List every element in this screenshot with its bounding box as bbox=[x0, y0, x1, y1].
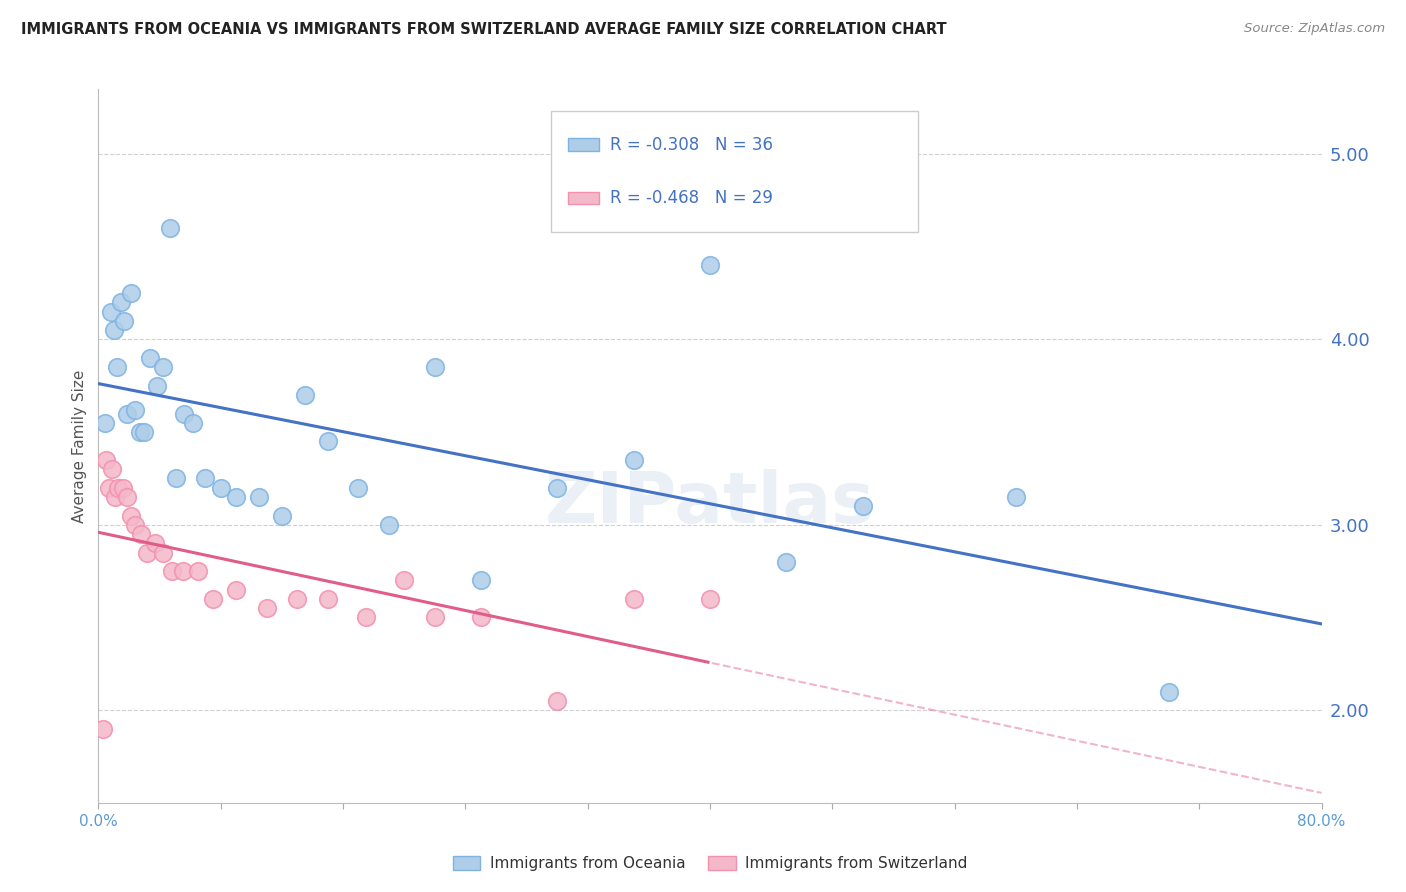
Point bbox=[623, 591, 645, 606]
Point bbox=[172, 564, 194, 578]
Point bbox=[209, 481, 232, 495]
Text: ZIPatlas: ZIPatlas bbox=[546, 468, 875, 538]
Point bbox=[128, 425, 150, 439]
Point bbox=[117, 407, 139, 421]
Point bbox=[143, 536, 166, 550]
Point bbox=[852, 500, 875, 514]
Point bbox=[103, 323, 125, 337]
Point bbox=[546, 694, 568, 708]
Point bbox=[347, 481, 370, 495]
Point bbox=[117, 490, 139, 504]
Point bbox=[145, 378, 167, 392]
Point bbox=[94, 453, 117, 467]
Point bbox=[194, 471, 217, 485]
Point bbox=[378, 517, 401, 532]
Point bbox=[152, 545, 174, 559]
Point bbox=[112, 314, 135, 328]
Point bbox=[105, 360, 128, 375]
Point bbox=[470, 574, 492, 588]
Point bbox=[181, 416, 204, 430]
Point bbox=[256, 601, 278, 615]
Point bbox=[107, 481, 129, 495]
Point bbox=[93, 416, 115, 430]
Point bbox=[316, 434, 339, 449]
Point bbox=[699, 591, 721, 606]
Point bbox=[111, 481, 134, 495]
Point bbox=[173, 407, 195, 421]
Point bbox=[470, 610, 492, 624]
Point bbox=[104, 490, 127, 504]
Point bbox=[101, 462, 124, 476]
Point bbox=[225, 490, 247, 504]
Point bbox=[285, 591, 308, 606]
Text: Source: ZipAtlas.com: Source: ZipAtlas.com bbox=[1244, 22, 1385, 36]
Point bbox=[316, 591, 339, 606]
Point bbox=[120, 508, 142, 523]
Point bbox=[392, 574, 416, 588]
Point bbox=[423, 610, 446, 624]
Y-axis label: Average Family Size: Average Family Size bbox=[72, 369, 87, 523]
Point bbox=[160, 564, 183, 578]
Point bbox=[136, 545, 159, 559]
Point bbox=[699, 258, 721, 272]
Point bbox=[124, 402, 146, 417]
Point bbox=[124, 517, 146, 532]
Legend: Immigrants from Oceania, Immigrants from Switzerland: Immigrants from Oceania, Immigrants from… bbox=[447, 850, 973, 877]
Point bbox=[1004, 490, 1026, 504]
Point bbox=[775, 555, 797, 569]
Point bbox=[110, 295, 132, 310]
Point bbox=[152, 360, 174, 375]
Point bbox=[1157, 684, 1180, 698]
Point bbox=[91, 722, 114, 736]
Point bbox=[354, 610, 377, 624]
Point bbox=[270, 508, 294, 523]
Point bbox=[546, 481, 568, 495]
Point bbox=[120, 286, 142, 301]
Text: R = -0.468   N = 29: R = -0.468 N = 29 bbox=[610, 189, 773, 207]
Point bbox=[134, 425, 156, 439]
Point bbox=[623, 453, 645, 467]
Point bbox=[225, 582, 247, 597]
Point bbox=[165, 471, 187, 485]
Point bbox=[202, 591, 225, 606]
Point bbox=[187, 564, 209, 578]
Point bbox=[247, 490, 270, 504]
Point bbox=[98, 481, 121, 495]
Point bbox=[100, 304, 122, 318]
Text: R = -0.308   N = 36: R = -0.308 N = 36 bbox=[610, 136, 773, 153]
Point bbox=[159, 221, 181, 235]
Text: IMMIGRANTS FROM OCEANIA VS IMMIGRANTS FROM SWITZERLAND AVERAGE FAMILY SIZE CORRE: IMMIGRANTS FROM OCEANIA VS IMMIGRANTS FR… bbox=[21, 22, 946, 37]
Point bbox=[129, 527, 152, 541]
Point bbox=[423, 360, 446, 375]
Point bbox=[294, 388, 316, 402]
Point bbox=[139, 351, 162, 365]
